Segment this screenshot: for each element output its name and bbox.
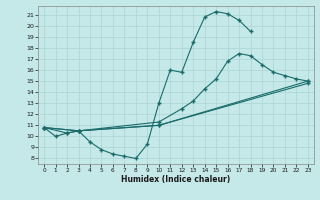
X-axis label: Humidex (Indice chaleur): Humidex (Indice chaleur)	[121, 175, 231, 184]
